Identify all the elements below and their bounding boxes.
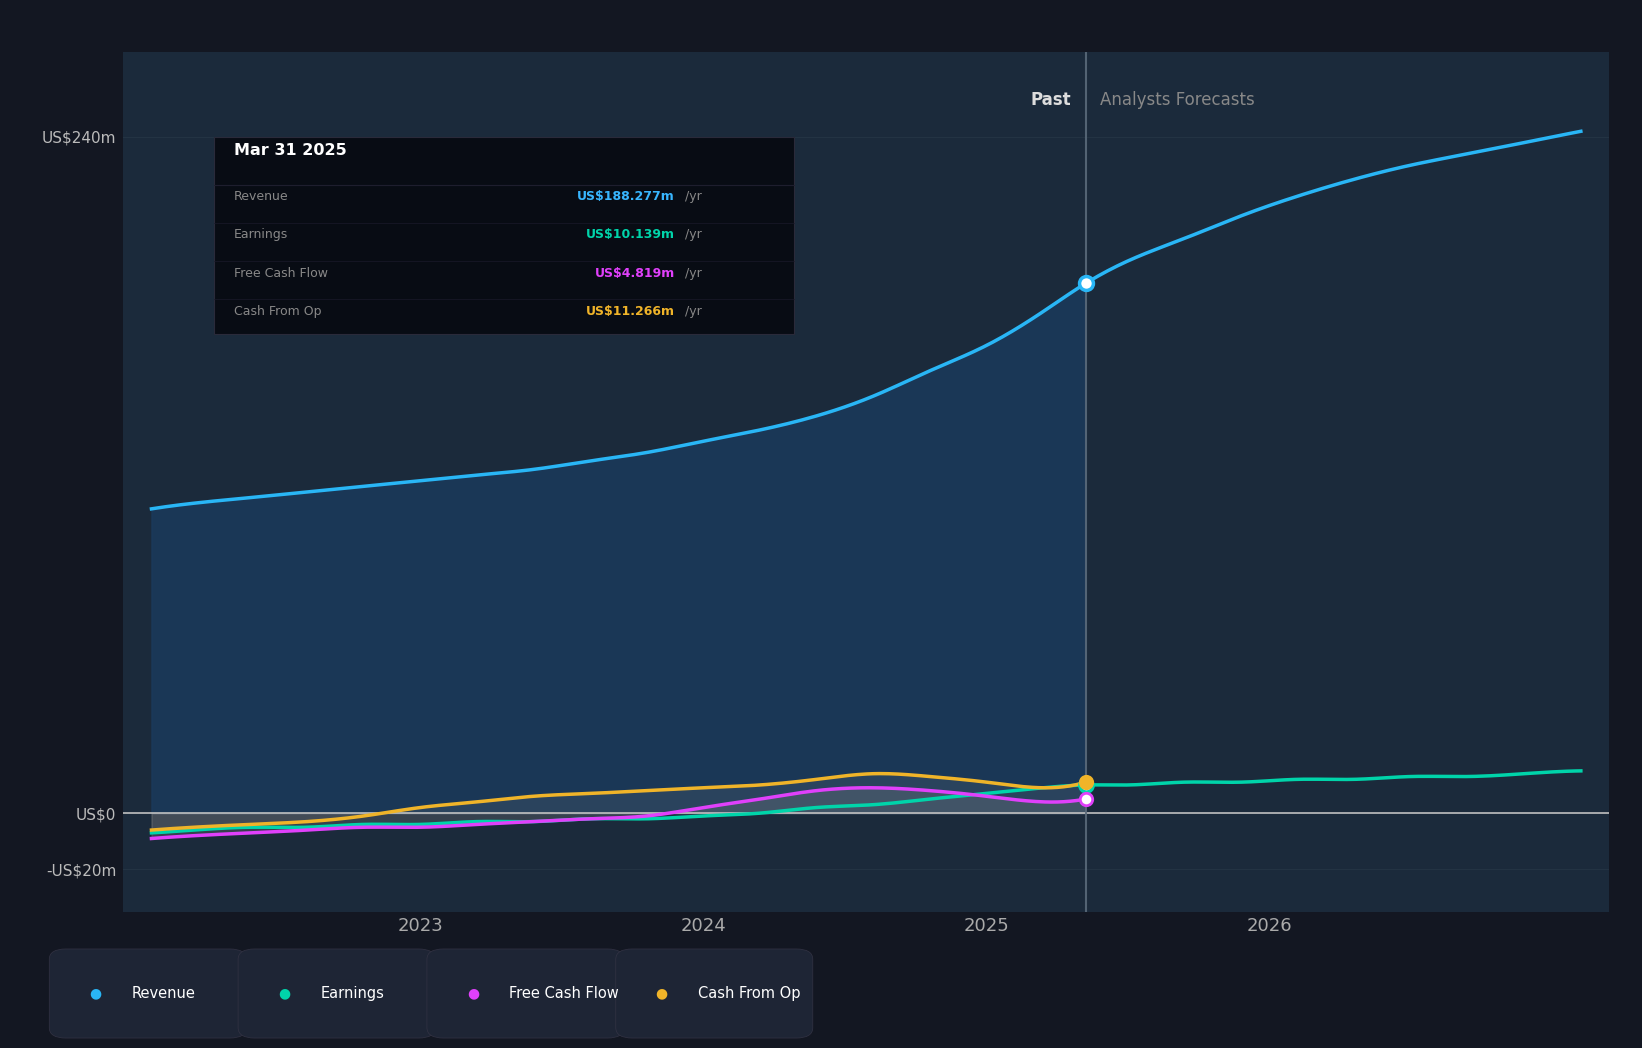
Text: Free Cash Flow: Free Cash Flow	[233, 266, 327, 280]
Text: Earnings: Earnings	[320, 986, 384, 1001]
FancyBboxPatch shape	[213, 137, 795, 334]
Text: /yr: /yr	[681, 191, 701, 203]
Point	[1072, 777, 1098, 793]
Text: US$188.277m: US$188.277m	[578, 191, 675, 203]
Text: US$4.819m: US$4.819m	[594, 266, 675, 280]
Text: /yr: /yr	[681, 305, 701, 318]
Text: ●: ●	[655, 986, 668, 1001]
Point	[1072, 275, 1098, 291]
Text: Revenue: Revenue	[233, 191, 287, 203]
Text: Analysts Forecasts: Analysts Forecasts	[1100, 91, 1254, 109]
Text: ●: ●	[89, 986, 102, 1001]
Text: ●: ●	[277, 986, 291, 1001]
Text: Past: Past	[1031, 91, 1071, 109]
Text: Mar 31 2025: Mar 31 2025	[233, 143, 346, 157]
Text: Cash From Op: Cash From Op	[233, 305, 322, 318]
Text: US$10.139m: US$10.139m	[586, 228, 675, 241]
Text: Earnings: Earnings	[233, 228, 287, 241]
Point	[1072, 790, 1098, 807]
Text: /yr: /yr	[681, 228, 701, 241]
Text: Cash From Op: Cash From Op	[698, 986, 800, 1001]
Text: US$11.266m: US$11.266m	[586, 305, 675, 318]
Text: /yr: /yr	[681, 266, 701, 280]
Text: Revenue: Revenue	[131, 986, 195, 1001]
Text: ●: ●	[466, 986, 479, 1001]
Text: Free Cash Flow: Free Cash Flow	[509, 986, 619, 1001]
Point	[1072, 773, 1098, 790]
